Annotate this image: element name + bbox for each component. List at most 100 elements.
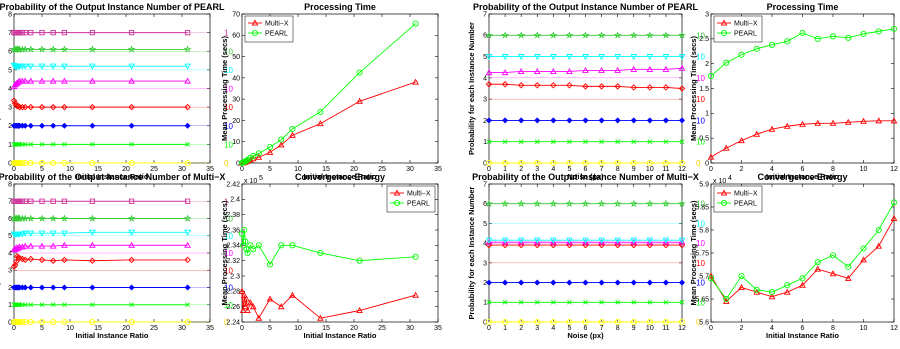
x-tick-label: 8 — [831, 325, 835, 332]
data-point — [613, 31, 622, 39]
x-tick-label: 10 — [66, 325, 74, 332]
data-point — [582, 238, 589, 245]
data-point — [61, 284, 68, 291]
y-tick-label: 0 — [705, 160, 709, 167]
legend-marker — [393, 199, 401, 207]
data-point — [89, 103, 96, 111]
data-point — [614, 279, 621, 286]
data-point — [61, 159, 68, 167]
data-point — [565, 199, 574, 207]
data-point — [662, 318, 669, 326]
data-point — [317, 108, 324, 115]
data-point — [678, 238, 686, 245]
y-axis-label: Mean Processing Time (secs) — [689, 200, 698, 305]
x-axis-label: Initial Instance Ratio — [304, 172, 377, 181]
data-point — [582, 279, 589, 286]
series-5 — [485, 223, 686, 244]
data-point — [50, 302, 56, 308]
data-point — [39, 141, 45, 147]
data-point — [829, 270, 837, 277]
data-point — [49, 63, 57, 70]
data-point — [50, 159, 57, 167]
data-point — [723, 295, 730, 303]
data-point — [127, 214, 136, 222]
data-point — [238, 287, 246, 294]
y-tick-label: 2.32 — [226, 258, 240, 265]
data-point — [502, 159, 509, 167]
data-point — [598, 279, 605, 286]
legend-entry: PEARL — [734, 200, 757, 207]
y-axis-label: Mean Processing Time (secs) — [220, 200, 229, 305]
series-7 — [11, 29, 210, 36]
data-point — [289, 131, 296, 138]
data-point — [662, 199, 670, 207]
data-point — [89, 229, 96, 236]
y-tick-label: 5 — [483, 221, 487, 228]
data-point — [49, 242, 57, 249]
x-tick-label: 20 — [122, 325, 130, 332]
series-line — [710, 202, 895, 300]
data-point — [662, 237, 670, 244]
legend: Multi−X PEARL — [244, 15, 294, 43]
data-point — [678, 159, 686, 167]
y-tick-label: 3 — [8, 268, 12, 275]
series-2 — [485, 117, 686, 124]
data-point — [128, 29, 135, 36]
data-point — [629, 199, 638, 207]
y-axis-label: Probability for each Instance Number — [0, 186, 1, 319]
data-point — [412, 20, 419, 27]
x-tick-label: 4 — [770, 325, 774, 332]
data-point — [550, 82, 557, 89]
data-point — [517, 238, 525, 245]
data-point — [183, 214, 192, 222]
legend-box — [713, 15, 763, 43]
x-tick-label: 15 — [322, 325, 330, 332]
right-level-label: 10 — [224, 232, 233, 241]
x-tick-label: 1 — [503, 325, 507, 332]
series-0 — [10, 318, 210, 326]
data-point — [738, 137, 745, 144]
data-point — [39, 302, 45, 308]
x-tick-label: 5 — [40, 166, 44, 173]
data-point — [582, 159, 589, 167]
x-tick-label: 0 — [709, 325, 713, 332]
data-point — [581, 199, 590, 207]
data-point — [647, 299, 653, 305]
data-point — [247, 299, 254, 306]
x-tick-label: 5 — [567, 166, 571, 173]
data-point — [678, 117, 686, 124]
data-point — [38, 45, 46, 53]
data-point — [28, 29, 34, 36]
x-tick-label: 15 — [94, 166, 102, 173]
y-tick-label: 1 — [8, 142, 12, 149]
data-point — [662, 65, 670, 72]
data-point — [799, 275, 806, 282]
data-point — [615, 299, 621, 305]
data-point — [598, 159, 605, 167]
y-axis-label: Probability for each Instance Number — [0, 22, 1, 155]
data-point — [485, 54, 493, 61]
y-tick-label: 2.28 — [226, 289, 240, 296]
y-tick-label: 5.7 — [699, 273, 709, 280]
right-level-label: 10 — [224, 66, 233, 75]
y-tick-label: 6 — [483, 201, 487, 208]
data-point — [517, 67, 525, 75]
data-point — [10, 263, 18, 271]
data-point — [50, 284, 57, 291]
data-point — [412, 253, 419, 260]
data-point — [128, 284, 135, 291]
y-tick-label: 60 — [232, 33, 240, 40]
data-point — [614, 238, 622, 245]
y-tick-label: 20 — [232, 118, 240, 125]
data-point — [501, 81, 509, 88]
legend-box — [244, 15, 294, 43]
data-point — [566, 117, 573, 124]
data-point — [722, 144, 730, 151]
data-point — [646, 84, 654, 91]
data-point — [502, 139, 508, 145]
data-point — [533, 31, 542, 39]
data-point — [630, 117, 637, 124]
legend-entry: Multi−X — [407, 190, 431, 197]
data-point — [485, 238, 493, 245]
series-5 — [485, 54, 686, 61]
